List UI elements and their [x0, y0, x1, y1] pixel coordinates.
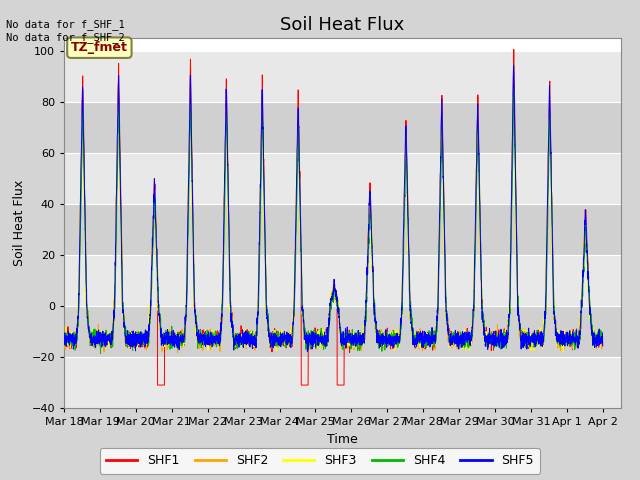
Text: No data for f_SHF_1
No data for f_SHF_2: No data for f_SHF_1 No data for f_SHF_2: [6, 19, 125, 43]
SHF3: [599, 337, 607, 343]
Line: SHF5: SHF5: [64, 65, 603, 351]
SHF2: [154, 274, 161, 280]
SHF1: [267, 334, 275, 340]
Bar: [64, 357, 621, 408]
SHF2: [531, 340, 538, 346]
Bar: [64, 102, 621, 153]
Bar: [64, 153, 621, 204]
SHF3: [60, 333, 68, 338]
SHF4: [599, 334, 607, 339]
X-axis label: Time: Time: [327, 432, 358, 445]
SHF4: [97, 350, 104, 356]
SHF4: [291, 307, 298, 312]
Bar: [64, 255, 621, 306]
Line: SHF3: SHF3: [64, 97, 603, 352]
SHF3: [267, 336, 275, 342]
SHF5: [154, 277, 161, 283]
SHF5: [599, 343, 607, 349]
SHF4: [60, 334, 68, 339]
SHF5: [60, 341, 68, 347]
Line: SHF4: SHF4: [64, 90, 603, 353]
SHF1: [154, 268, 161, 274]
SHF2: [267, 332, 275, 338]
SHF5: [122, 332, 129, 337]
SHF5: [589, 332, 596, 337]
Title: Soil Heat Flux: Soil Heat Flux: [280, 16, 404, 34]
SHF2: [174, 350, 182, 356]
Legend: SHF1, SHF2, SHF3, SHF4, SHF5: SHF1, SHF2, SHF3, SHF4, SHF5: [100, 448, 540, 474]
Bar: [64, 306, 621, 357]
SHF1: [154, 382, 161, 388]
SHF1: [510, 47, 518, 52]
Y-axis label: Soil Heat Flux: Soil Heat Flux: [13, 180, 26, 266]
SHF3: [559, 349, 567, 355]
SHF4: [267, 336, 275, 341]
SHF1: [291, 310, 298, 316]
SHF2: [60, 332, 68, 338]
SHF5: [267, 335, 275, 341]
SHF3: [589, 336, 596, 342]
SHF3: [290, 304, 298, 310]
SHF1: [589, 333, 596, 338]
SHF3: [154, 282, 161, 288]
Line: SHF1: SHF1: [64, 49, 603, 385]
SHF4: [531, 333, 538, 338]
SHF4: [589, 338, 596, 344]
SHF5: [303, 348, 311, 354]
Bar: [64, 51, 621, 102]
SHF2: [122, 339, 129, 345]
SHF2: [589, 336, 596, 342]
SHF4: [154, 267, 161, 273]
SHF1: [599, 343, 607, 348]
SHF1: [122, 332, 129, 338]
SHF3: [122, 336, 129, 342]
SHF2: [599, 337, 607, 343]
SHF5: [509, 62, 517, 68]
SHF4: [122, 323, 129, 329]
Text: TZ_fmet: TZ_fmet: [71, 41, 128, 54]
SHF1: [531, 334, 538, 340]
Line: SHF2: SHF2: [64, 86, 603, 353]
Bar: [64, 204, 621, 255]
SHF3: [531, 338, 538, 344]
SHF3: [509, 94, 517, 100]
SHF5: [531, 328, 538, 334]
SHF2: [291, 301, 298, 307]
SHF2: [509, 84, 517, 89]
SHF1: [60, 337, 68, 343]
SHF5: [290, 306, 298, 312]
SHF4: [510, 87, 518, 93]
